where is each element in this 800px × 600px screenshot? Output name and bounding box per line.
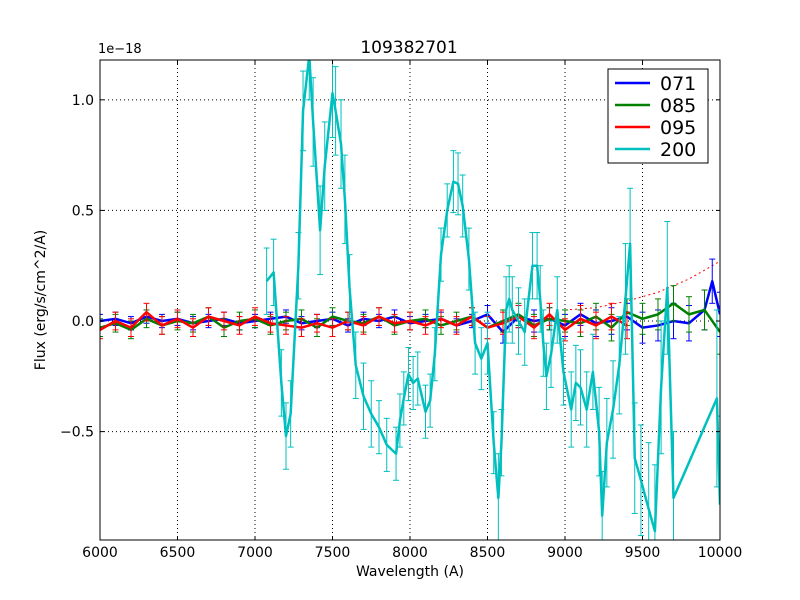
legend-box — [607, 68, 709, 164]
x-tick-label: 7000 — [237, 545, 273, 561]
series-200 — [263, 60, 720, 540]
dotted-trend-line — [564, 260, 720, 311]
x-tick-label: 6500 — [160, 545, 196, 561]
y-tick-label: 1.0 — [72, 93, 94, 109]
x-tick-label: 8000 — [392, 545, 428, 561]
x-tick-label: 9500 — [625, 545, 661, 561]
y-axis-label: Flux (erg/s/cm^2/A) — [33, 230, 49, 370]
series-line-095 — [100, 310, 628, 332]
x-tick-label: 9000 — [547, 545, 583, 561]
x-tick-label: 10000 — [698, 545, 743, 561]
legend-label-200: 200 — [660, 139, 696, 161]
y-tick-label: −0.5 — [60, 425, 94, 441]
series-line-200 — [265, 60, 720, 533]
x-tick-label: 8500 — [470, 545, 506, 561]
x-axis-label: Wavelength (A) — [356, 564, 464, 580]
legend-label-071: 071 — [660, 73, 696, 95]
x-tick-label: 7500 — [315, 545, 351, 561]
y-tick-label: 0.0 — [72, 314, 94, 330]
series-095 — [100, 302, 630, 342]
plot-area — [100, 60, 720, 540]
y-tick-label: 0.5 — [72, 203, 94, 219]
legend-label-095: 095 — [660, 117, 696, 139]
legend-label-085: 085 — [660, 95, 696, 117]
y-scale-offset: 1e−18 — [98, 42, 142, 57]
chart-title: 109382701 — [360, 38, 457, 58]
axis-ticks: 6000 6500 7000 7500 8000 8500 9000 9500 10000 −0.… — [60, 60, 742, 561]
x-tick-label: 6000 — [82, 545, 118, 561]
